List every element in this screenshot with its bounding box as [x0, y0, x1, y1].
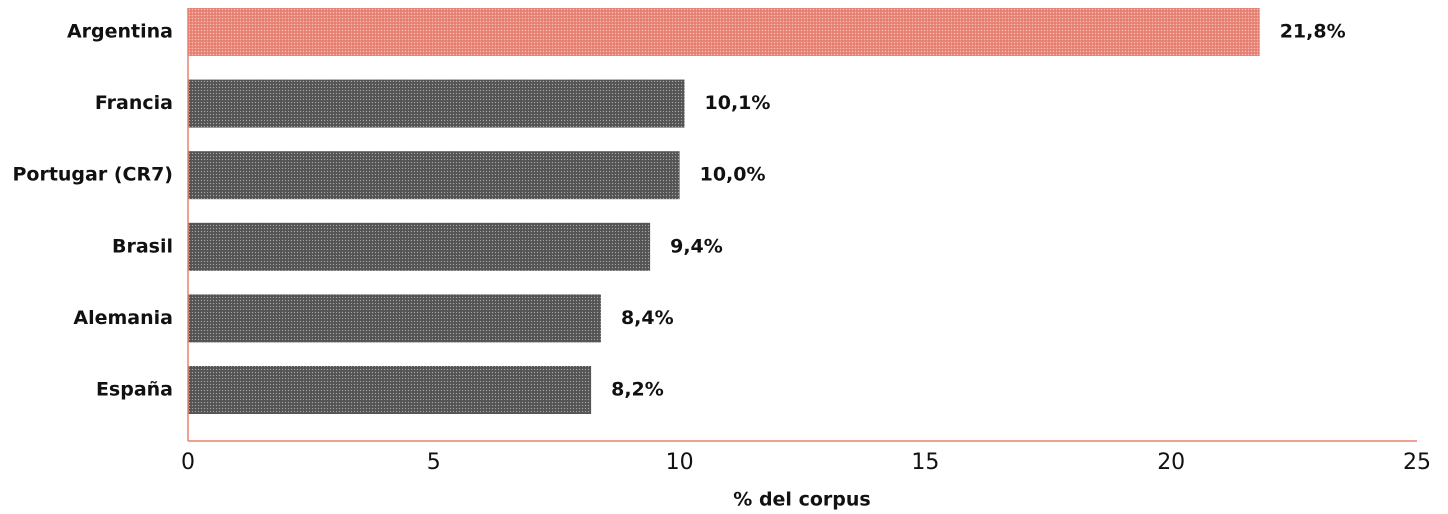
y-tick-label: Brasil [112, 235, 173, 257]
bar [188, 366, 592, 414]
data-label: 10,0% [700, 164, 766, 186]
y-tick-label: Alemania [73, 307, 173, 329]
x-tick-label: 10 [666, 450, 694, 475]
bar [188, 79, 685, 128]
bar [188, 151, 680, 200]
x-tick-label: 5 [427, 450, 441, 475]
x-tick-label: 0 [181, 450, 195, 475]
y-tick-label: Argentina [67, 21, 173, 43]
bar [188, 8, 1260, 56]
y-tick-label: Francia [95, 92, 173, 114]
bar [188, 294, 601, 343]
y-tick-label: España [96, 379, 173, 401]
x-tick-label: 25 [1403, 450, 1431, 475]
data-label: 21,8% [1280, 21, 1346, 43]
data-label: 8,2% [611, 379, 664, 401]
data-label: 8,4% [621, 307, 674, 329]
bar [188, 222, 651, 271]
x-tick-label: 15 [911, 450, 939, 475]
data-label: 10,1% [705, 92, 771, 114]
data-label: 9,4% [670, 235, 723, 257]
y-tick-label: Portugar (CR7) [12, 164, 173, 186]
x-axis-label: % del corpus [733, 489, 870, 511]
x-tick-label: 20 [1157, 450, 1185, 475]
